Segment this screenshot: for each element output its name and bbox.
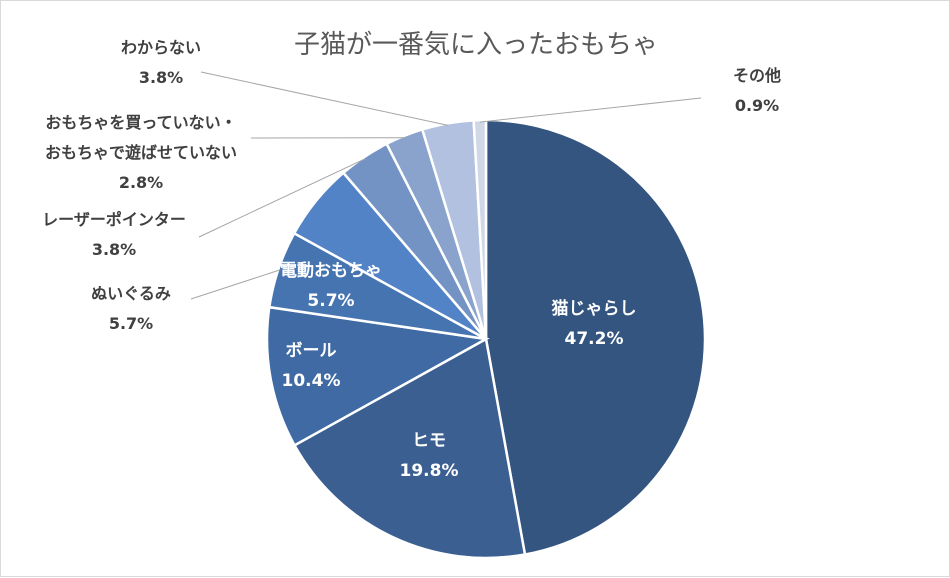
leader-line	[201, 72, 448, 125]
leader-line	[191, 270, 280, 299]
leader-line	[480, 98, 701, 122]
chart-title: 子猫が一番気に入ったおもちゃ	[294, 30, 658, 60]
